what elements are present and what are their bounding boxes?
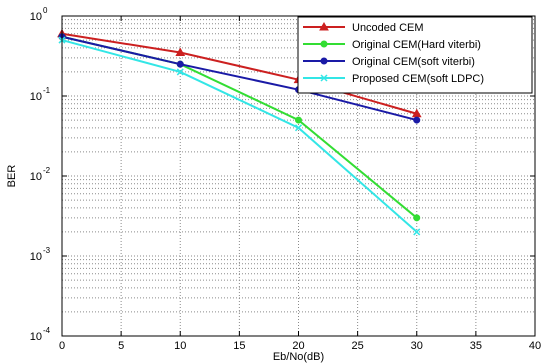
legend-entry: Uncoded CEM — [303, 21, 424, 34]
series-line — [61, 39, 418, 233]
legend-label: Proposed CEM(soft LDPC) — [352, 73, 484, 85]
y-tick-label: 10 — [30, 331, 42, 343]
data-point — [175, 47, 186, 56]
x-tick-label: 5 — [118, 340, 124, 352]
y-tick-exponent: -3 — [43, 246, 51, 255]
data-point — [176, 60, 184, 68]
legend-swatch-marker — [319, 21, 329, 31]
x-tick-label: 30 — [411, 340, 423, 352]
legend-label: Uncoded CEM — [352, 22, 424, 34]
legend-entry: Original CEM(Hard viterbi) — [303, 39, 481, 51]
series-line — [61, 32, 418, 115]
minor-grid — [62, 19, 535, 313]
y-tick-exponent: 0 — [43, 6, 48, 15]
x-tick-label: 20 — [292, 340, 304, 352]
x-tick-label: 35 — [470, 340, 482, 352]
legend: Uncoded CEM Original CEM(Hard viterbi) Ori… — [297, 16, 533, 94]
y-tick-label: 10 — [30, 11, 42, 23]
x-tick-label: 25 — [352, 340, 364, 352]
data-point — [176, 68, 184, 76]
y-tick-label: 10 — [30, 251, 42, 263]
y-tick-exponent: -4 — [43, 326, 51, 335]
legend-swatch-marker — [320, 74, 328, 82]
x-tick-label: 0 — [59, 340, 65, 352]
data-point — [294, 124, 303, 132]
legend-label: Original CEM(Hard viterbi) — [352, 39, 481, 51]
legend-label: Original CEM(soft viterbi) — [352, 56, 475, 68]
legend-box — [297, 16, 533, 94]
y-tick-label: 10 — [30, 91, 42, 103]
y-tick-label: 10 — [30, 171, 42, 183]
x-tick-labels: 0 5 10 15 20 25 30 35 40 — [59, 340, 541, 352]
data-point — [413, 214, 421, 222]
legend-swatch-marker — [320, 57, 328, 65]
data-point — [413, 228, 421, 236]
y-tick-exponent: -1 — [43, 86, 51, 95]
series-layer — [57, 28, 422, 236]
x-tick-label: 40 — [529, 340, 541, 352]
y-tick-exponent: -2 — [43, 166, 51, 175]
x-tick-label: 10 — [174, 340, 186, 352]
series-4 — [58, 36, 421, 236]
series-line — [61, 35, 417, 122]
legend-entry: Original CEM(soft viterbi) — [303, 56, 475, 68]
x-tick-label: 15 — [233, 340, 245, 352]
data-point — [295, 116, 302, 124]
y-axis-label: BER — [6, 165, 18, 188]
data-point — [413, 116, 421, 124]
legend-entry: Proposed CEM(soft LDPC) — [303, 73, 484, 85]
legend-swatch-marker — [320, 40, 328, 48]
x-axis-label: Eb/No(dB) — [273, 351, 324, 363]
